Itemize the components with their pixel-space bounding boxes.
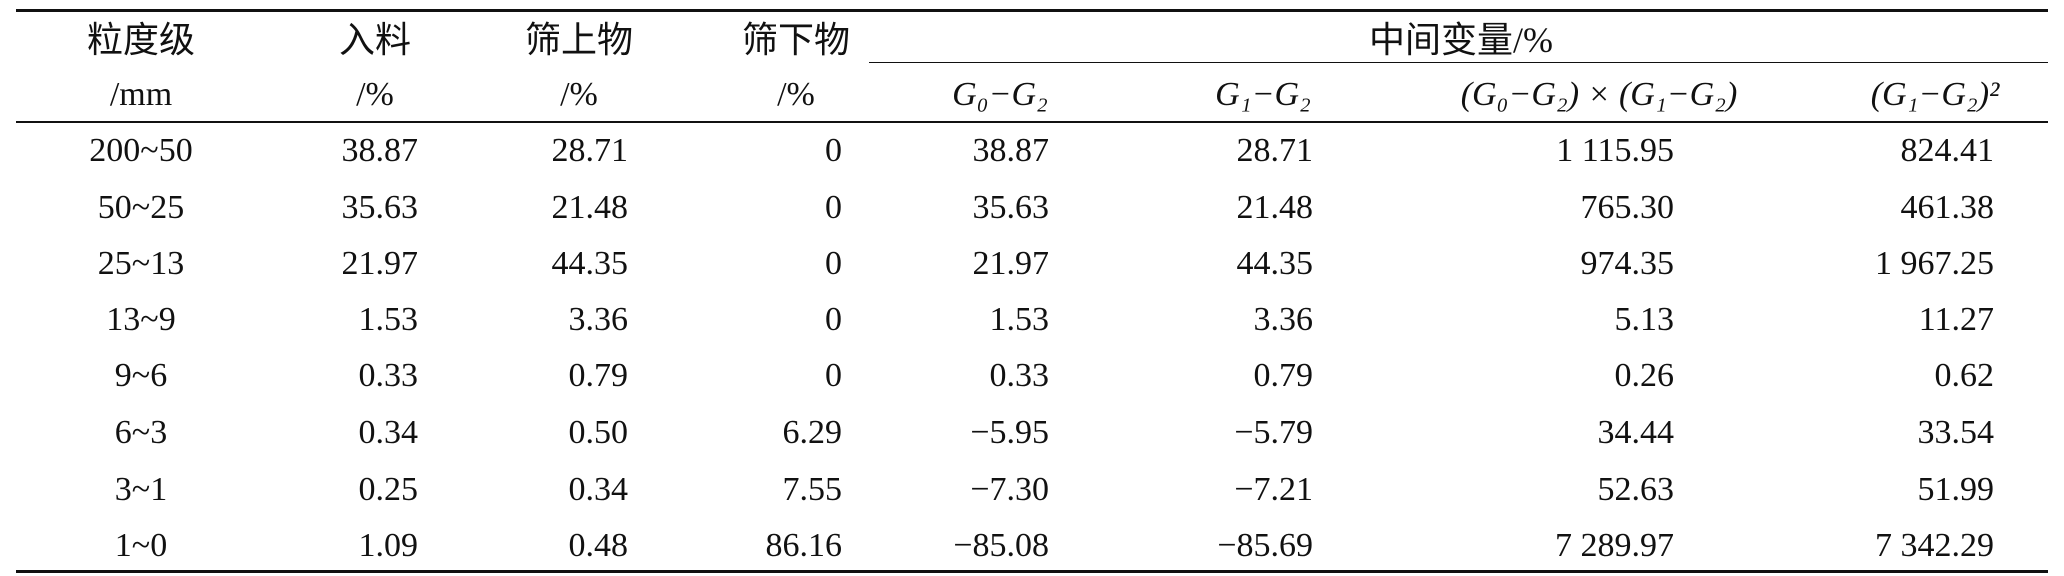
value-cell: 0 [825,132,842,169]
value-cell: 7 289.97 [1555,527,1674,564]
value-cell: 824.41 [1900,132,1995,169]
value-cell: 21.97 [341,245,419,282]
group-rule [869,62,2048,63]
value-cell: 0.33 [358,357,419,394]
value-cell: 34.44 [1597,414,1675,451]
header-rule [16,121,2048,123]
value-cell: 0.33 [989,357,1050,394]
bottom-rule [16,570,2048,573]
value-cell: 0.48 [568,527,629,564]
value-cell: 6.29 [782,414,843,451]
value-cell: 44.35 [551,245,629,282]
value-cell: 7.55 [782,471,843,508]
value-cell: 0.79 [568,357,629,394]
value-cell: 86.16 [765,527,843,564]
value-cell: 461.38 [1900,189,1995,226]
value-cell: −7.21 [1234,471,1313,508]
size-cell: 200~50 [89,132,193,169]
header-cell: 中间变量/% [1369,20,1553,60]
size-cell: 50~25 [97,189,185,226]
value-cell: 21.48 [1236,189,1314,226]
value-cell: 0.26 [1614,357,1675,394]
value-cell: 33.54 [1917,414,1995,451]
subheader-cell: /% [777,76,815,113]
value-cell: 5.13 [1614,301,1675,338]
value-cell: −85.69 [1217,527,1313,564]
value-cell: 0.34 [358,414,419,451]
value-cell: 3.36 [1253,301,1314,338]
subheader-cell: /mm [109,76,173,113]
value-cell: 0.34 [568,471,629,508]
header-cell: 粒度级 [86,20,196,60]
value-cell: 765.30 [1580,189,1675,226]
value-cell: 51.99 [1917,471,1995,508]
value-cell: 35.63 [972,189,1050,226]
value-cell: 38.87 [341,132,419,169]
value-cell: 21.97 [972,245,1050,282]
value-cell: 7 342.29 [1875,527,1994,564]
header-cell: 筛上物 [524,20,634,60]
value-cell: 0.79 [1253,357,1314,394]
subheader-cell: /% [560,76,598,113]
value-cell: −7.30 [970,471,1049,508]
size-cell: 25~13 [97,245,185,282]
value-cell: −5.79 [1234,414,1313,451]
value-cell: 38.87 [972,132,1050,169]
value-cell: 0.25 [358,471,419,508]
value-cell: 0 [825,245,842,282]
value-cell: 0 [825,301,842,338]
value-cell: 0 [825,189,842,226]
subheader-cell: G₀−G₂ [952,76,1048,113]
subheader-cell: /% [356,76,394,113]
subheader-cell: G₁−G₂ [1215,76,1311,113]
value-cell: 1.53 [989,301,1050,338]
value-cell: 1.53 [358,301,419,338]
value-cell: 35.63 [341,189,419,226]
value-cell: 21.48 [551,189,629,226]
value-cell: 0.50 [568,414,629,451]
subheader-cell: (G₀−G₂) × (G₁−G₂) [1460,76,1738,113]
size-cell: 9~6 [114,357,168,394]
size-cell: 1~0 [114,527,168,564]
value-cell: 44.35 [1236,245,1314,282]
value-cell: 974.35 [1580,245,1675,282]
subheader-cell: (G₁−G₂)² [1870,76,2000,113]
size-cell: 6~3 [114,414,168,451]
value-cell: 28.71 [1236,132,1314,169]
value-cell: 3.36 [568,301,629,338]
header-cell: 筛下物 [741,20,851,60]
value-cell: −5.95 [970,414,1049,451]
value-cell: 0.62 [1934,357,1995,394]
value-cell: 1 967.25 [1875,245,1994,282]
value-cell: 11.27 [1918,301,1994,338]
value-cell: 0 [825,357,842,394]
size-cell: 3~1 [114,471,168,508]
size-cell: 13~9 [106,301,176,338]
value-cell: −85.08 [953,527,1049,564]
value-cell: 52.63 [1597,471,1675,508]
header-cell: 入料 [338,20,412,60]
value-cell: 1.09 [358,527,419,564]
value-cell: 28.71 [551,132,629,169]
top-rule [16,9,2048,12]
value-cell: 1 115.95 [1556,132,1674,169]
